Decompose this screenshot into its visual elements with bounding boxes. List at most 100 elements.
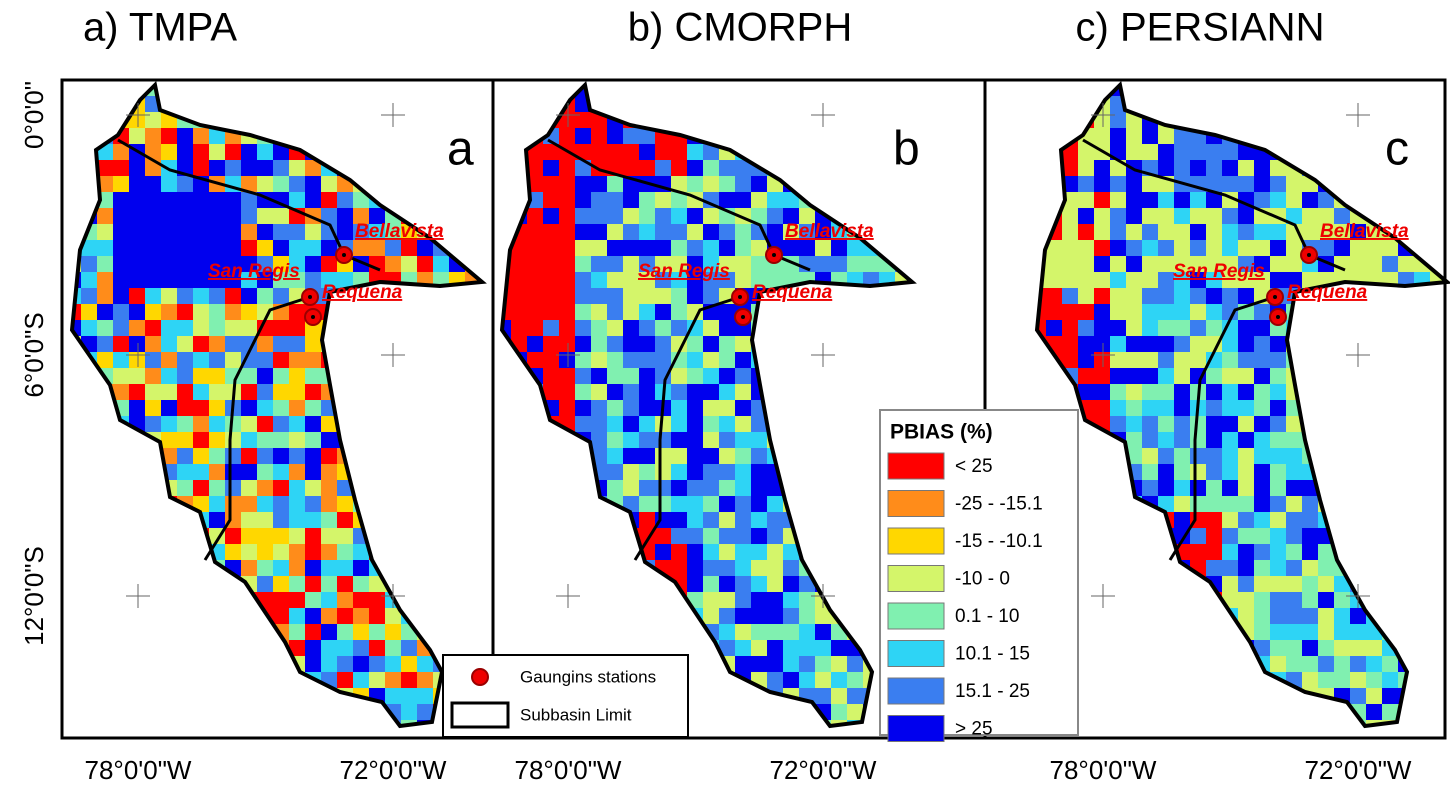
cell <box>543 192 559 208</box>
cell <box>241 400 257 416</box>
cell <box>321 624 337 640</box>
cell <box>129 352 145 368</box>
cell <box>129 80 145 96</box>
cell <box>65 704 81 720</box>
cell <box>703 704 719 720</box>
cell <box>113 368 129 384</box>
cell <box>559 208 575 224</box>
cell <box>65 352 81 368</box>
cell <box>735 112 751 128</box>
cell <box>1414 144 1430 160</box>
cell <box>1302 320 1318 336</box>
cell <box>321 96 337 112</box>
cell <box>193 384 209 400</box>
cell <box>719 352 735 368</box>
cell <box>815 128 831 144</box>
legend-label: 10.1 - 15 <box>955 644 1030 665</box>
cell <box>1446 688 1450 704</box>
cell <box>1334 128 1350 144</box>
cell <box>783 368 799 384</box>
cell <box>1366 688 1382 704</box>
cell <box>847 448 863 464</box>
cell <box>575 224 591 240</box>
cell <box>289 688 305 704</box>
cell <box>177 208 193 224</box>
cell <box>863 192 879 208</box>
cell <box>767 640 783 656</box>
cell <box>209 352 225 368</box>
cell <box>145 624 161 640</box>
cell <box>1110 464 1126 480</box>
cell <box>433 176 449 192</box>
cell <box>735 704 751 720</box>
cell <box>1270 448 1286 464</box>
cell <box>767 352 783 368</box>
cell <box>1238 544 1254 560</box>
cell <box>831 672 847 688</box>
cell <box>1334 352 1350 368</box>
cell <box>353 304 369 320</box>
cell <box>305 240 321 256</box>
cell <box>735 544 751 560</box>
cell <box>305 416 321 432</box>
cell <box>145 464 161 480</box>
cell <box>1078 192 1094 208</box>
cell <box>1174 576 1190 592</box>
cell <box>305 80 321 96</box>
cell <box>337 576 353 592</box>
cell <box>337 544 353 560</box>
cell <box>145 544 161 560</box>
cell <box>1318 464 1334 480</box>
cell <box>831 384 847 400</box>
cell <box>129 160 145 176</box>
cell <box>1318 144 1334 160</box>
cell <box>177 608 193 624</box>
cell <box>591 144 607 160</box>
cell <box>257 496 273 512</box>
cell <box>273 416 289 432</box>
cell <box>209 208 225 224</box>
cell <box>623 352 639 368</box>
cell <box>1318 320 1334 336</box>
cell <box>623 224 639 240</box>
cell <box>81 672 97 688</box>
cell <box>369 336 385 352</box>
cell <box>417 96 433 112</box>
cell <box>607 544 623 560</box>
cell <box>847 560 863 576</box>
cell <box>799 448 815 464</box>
cell <box>1414 112 1430 128</box>
cell <box>671 528 687 544</box>
cell <box>767 720 783 736</box>
cell <box>1046 112 1062 128</box>
cell <box>465 560 481 576</box>
cell <box>337 560 353 576</box>
cell <box>369 416 385 432</box>
cell <box>703 512 719 528</box>
cell <box>417 288 433 304</box>
cell <box>1302 352 1318 368</box>
cell <box>895 288 911 304</box>
cell <box>81 400 97 416</box>
cell <box>289 368 305 384</box>
cell <box>911 352 927 368</box>
cell <box>1174 592 1190 608</box>
cell <box>1270 544 1286 560</box>
cell <box>481 368 497 384</box>
cell <box>1094 384 1110 400</box>
cell <box>559 384 575 400</box>
cell <box>337 304 353 320</box>
cell <box>1414 80 1430 96</box>
cell <box>879 176 895 192</box>
cell <box>161 192 177 208</box>
cell <box>1398 368 1414 384</box>
cell <box>863 496 879 512</box>
station-dot <box>1273 295 1277 299</box>
cell <box>417 576 433 592</box>
cell <box>735 176 751 192</box>
cell <box>1414 192 1430 208</box>
cell <box>177 544 193 560</box>
cell <box>481 304 497 320</box>
cell <box>1398 592 1414 608</box>
cell <box>607 640 623 656</box>
